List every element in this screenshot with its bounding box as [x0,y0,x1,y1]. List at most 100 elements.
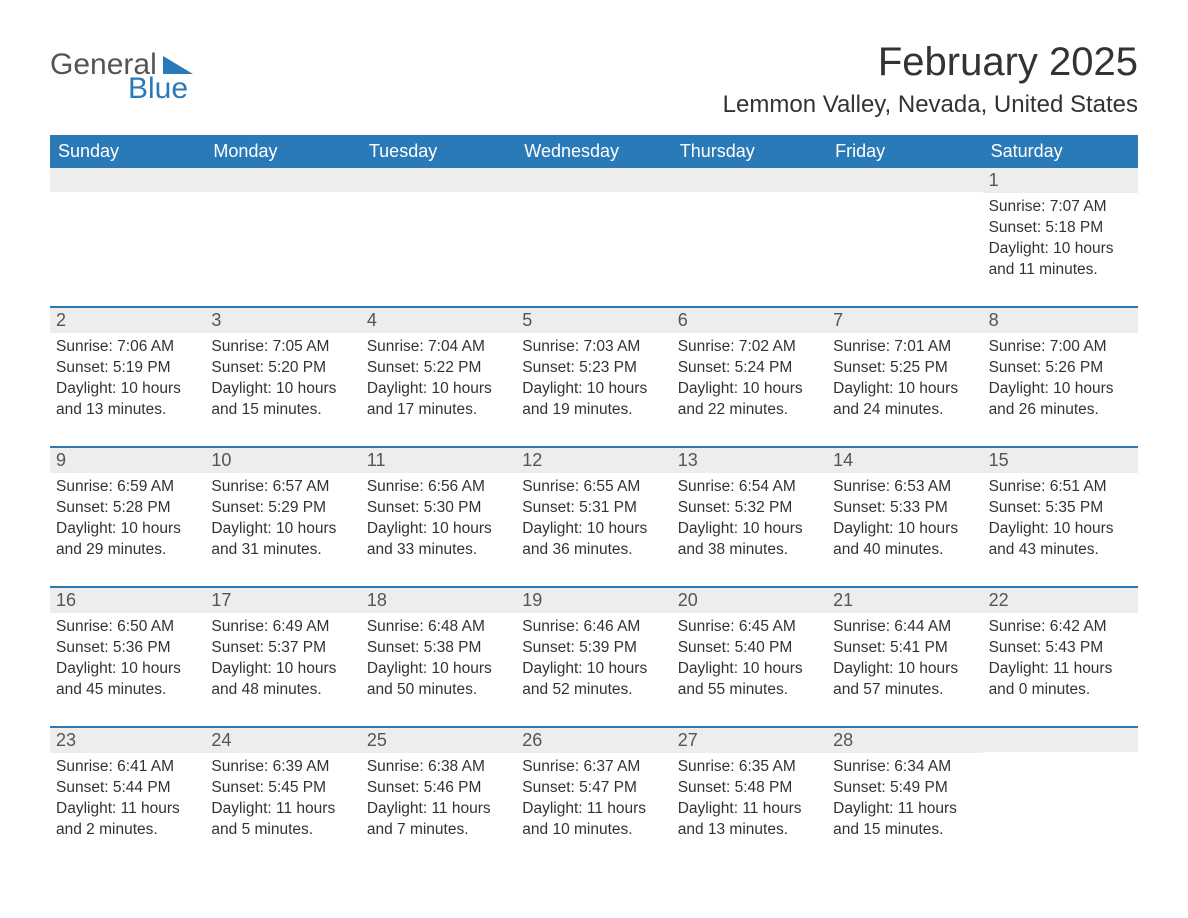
day-number: 24 [205,728,360,753]
daylight-text: Daylight: 11 hours and 2 minutes. [56,799,199,841]
daylight-text: Daylight: 10 hours and 13 minutes. [56,379,199,421]
day-cell: 15Sunrise: 6:51 AMSunset: 5:35 PMDayligh… [983,448,1138,568]
day-content: Sunrise: 6:56 AMSunset: 5:30 PMDaylight:… [361,473,516,565]
day-number: 10 [205,448,360,473]
day-content: Sunrise: 6:44 AMSunset: 5:41 PMDaylight:… [827,613,982,705]
day-cell: 11Sunrise: 6:56 AMSunset: 5:30 PMDayligh… [361,448,516,568]
sunset-text: Sunset: 5:22 PM [367,358,510,379]
day-cell: 8Sunrise: 7:00 AMSunset: 5:26 PMDaylight… [983,308,1138,428]
week-row: 2Sunrise: 7:06 AMSunset: 5:19 PMDaylight… [50,306,1138,428]
day-cell [827,168,982,288]
sunrise-text: Sunrise: 7:02 AM [678,337,821,358]
weeks-container: 1Sunrise: 7:07 AMSunset: 5:18 PMDaylight… [50,168,1138,848]
day-number: 27 [672,728,827,753]
day-number: 28 [827,728,982,753]
day-content: Sunrise: 6:38 AMSunset: 5:46 PMDaylight:… [361,753,516,845]
day-content: Sunrise: 6:53 AMSunset: 5:33 PMDaylight:… [827,473,982,565]
sunrise-text: Sunrise: 6:37 AM [522,757,665,778]
sunrise-text: Sunrise: 6:34 AM [833,757,976,778]
week-row: 16Sunrise: 6:50 AMSunset: 5:36 PMDayligh… [50,586,1138,708]
day-number: 3 [205,308,360,333]
day-cell: 5Sunrise: 7:03 AMSunset: 5:23 PMDaylight… [516,308,671,428]
day-cell: 1Sunrise: 7:07 AMSunset: 5:18 PMDaylight… [983,168,1138,288]
month-title: February 2025 [723,40,1138,85]
day-number: 21 [827,588,982,613]
header: General Blue February 2025 Lemmon Valley… [50,40,1138,119]
sunset-text: Sunset: 5:47 PM [522,778,665,799]
sunset-text: Sunset: 5:33 PM [833,498,976,519]
sunrise-text: Sunrise: 6:46 AM [522,617,665,638]
sunset-text: Sunset: 5:45 PM [211,778,354,799]
day-cell: 9 Sunrise: 6:59 AMSunset: 5:28 PMDaylight… [50,448,205,568]
sunset-text: Sunset: 5:31 PM [522,498,665,519]
sunset-text: Sunset: 5:36 PM [56,638,199,659]
day-content: Sunrise: 6:50 AMSunset: 5:36 PMDaylight:… [50,613,205,705]
day-number [205,168,360,192]
day-cell [205,168,360,288]
day-number: 2 [50,308,205,333]
day-header-sunday: Sunday [50,135,205,168]
day-content: Sunrise: 6:45 AMSunset: 5:40 PMDaylight:… [672,613,827,705]
day-content: Sunrise: 7:05 AMSunset: 5:20 PMDaylight:… [205,333,360,425]
sunset-text: Sunset: 5:46 PM [367,778,510,799]
day-cell: 13Sunrise: 6:54 AMSunset: 5:32 PMDayligh… [672,448,827,568]
day-content: Sunrise: 7:03 AMSunset: 5:23 PMDaylight:… [516,333,671,425]
daylight-text: Daylight: 10 hours and 26 minutes. [989,379,1132,421]
day-number [50,168,205,192]
day-cell [50,168,205,288]
sunrise-text: Sunrise: 7:04 AM [367,337,510,358]
day-number: 6 [672,308,827,333]
day-number [672,168,827,192]
day-number [361,168,516,192]
daylight-text: Daylight: 10 hours and 55 minutes. [678,659,821,701]
sunset-text: Sunset: 5:30 PM [367,498,510,519]
day-cell [672,168,827,288]
day-number: 19 [516,588,671,613]
day-cell: 25Sunrise: 6:38 AMSunset: 5:46 PMDayligh… [361,728,516,848]
day-number [827,168,982,192]
daylight-text: Daylight: 10 hours and 11 minutes. [989,239,1132,281]
sunset-text: Sunset: 5:28 PM [56,498,199,519]
day-cell: 28Sunrise: 6:34 AMSunset: 5:49 PMDayligh… [827,728,982,848]
day-cell: 20Sunrise: 6:45 AMSunset: 5:40 PMDayligh… [672,588,827,708]
daylight-text: Daylight: 10 hours and 57 minutes. [833,659,976,701]
sunrise-text: Sunrise: 6:45 AM [678,617,821,638]
day-header-wednesday: Wednesday [516,135,671,168]
day-cell: 22Sunrise: 6:42 AMSunset: 5:43 PMDayligh… [983,588,1138,708]
daylight-text: Daylight: 11 hours and 0 minutes. [989,659,1132,701]
day-number: 9 [50,448,205,473]
sunset-text: Sunset: 5:32 PM [678,498,821,519]
daylight-text: Daylight: 10 hours and 29 minutes. [56,519,199,561]
day-content: Sunrise: 6:42 AMSunset: 5:43 PMDaylight:… [983,613,1138,705]
day-number: 13 [672,448,827,473]
day-number: 8 [983,308,1138,333]
day-number: 7 [827,308,982,333]
day-number: 12 [516,448,671,473]
day-number: 20 [672,588,827,613]
day-cell: 19Sunrise: 6:46 AMSunset: 5:39 PMDayligh… [516,588,671,708]
sunrise-text: Sunrise: 6:59 AM [56,477,199,498]
day-content: Sunrise: 7:00 AMSunset: 5:26 PMDaylight:… [983,333,1138,425]
sunrise-text: Sunrise: 6:49 AM [211,617,354,638]
day-cell: 4Sunrise: 7:04 AMSunset: 5:22 PMDaylight… [361,308,516,428]
sunrise-text: Sunrise: 6:35 AM [678,757,821,778]
day-header-thursday: Thursday [672,135,827,168]
daylight-text: Daylight: 11 hours and 13 minutes. [678,799,821,841]
day-cell: 21Sunrise: 6:44 AMSunset: 5:41 PMDayligh… [827,588,982,708]
sunset-text: Sunset: 5:23 PM [522,358,665,379]
sunset-text: Sunset: 5:24 PM [678,358,821,379]
day-cell: 17Sunrise: 6:49 AMSunset: 5:37 PMDayligh… [205,588,360,708]
daylight-text: Daylight: 10 hours and 52 minutes. [522,659,665,701]
day-content: Sunrise: 6:39 AMSunset: 5:45 PMDaylight:… [205,753,360,845]
sunrise-text: Sunrise: 6:38 AM [367,757,510,778]
day-cell: 10Sunrise: 6:57 AMSunset: 5:29 PMDayligh… [205,448,360,568]
day-headers-row: Sunday Monday Tuesday Wednesday Thursday… [50,135,1138,168]
day-number: 5 [516,308,671,333]
sunset-text: Sunset: 5:49 PM [833,778,976,799]
sunrise-text: Sunrise: 6:44 AM [833,617,976,638]
day-number: 23 [50,728,205,753]
title-area: February 2025 Lemmon Valley, Nevada, Uni… [723,40,1138,119]
sunrise-text: Sunrise: 7:06 AM [56,337,199,358]
day-content: Sunrise: 6:57 AMSunset: 5:29 PMDaylight:… [205,473,360,565]
sunrise-text: Sunrise: 6:48 AM [367,617,510,638]
